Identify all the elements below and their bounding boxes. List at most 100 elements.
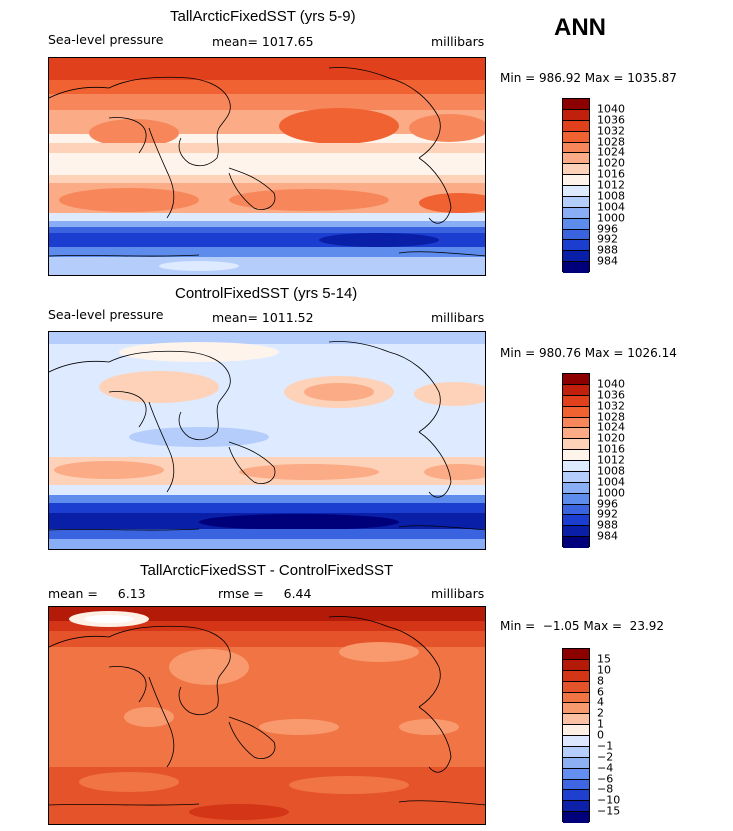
colorbar-tick-label: 1016	[597, 442, 625, 456]
colorbar-swatch	[563, 649, 589, 660]
colorbar-tick-label: 1028	[597, 410, 625, 423]
colorbar-swatch	[563, 757, 589, 769]
colorbar-tick-label: 15	[597, 652, 611, 666]
colorbar-tick-label: 992	[597, 507, 618, 521]
colorbar-swatch	[563, 109, 589, 121]
colorbar-tick-label: 1024	[597, 420, 625, 434]
panel2-units: millibars	[431, 310, 485, 325]
colorbar-tick-label: −15	[597, 804, 621, 818]
colorbar-tick-label: −2	[597, 750, 614, 764]
panel2-mean: mean= 1011.52	[212, 310, 314, 325]
colorbar-swatch	[563, 504, 589, 516]
colorbar-tick-label: 1032	[597, 124, 625, 138]
panel1-title: TallArcticFixedSST (yrs 5-9)	[170, 8, 356, 25]
colorbar-swatch	[563, 207, 589, 219]
colorbar-tick-label: 1016	[597, 167, 625, 181]
colorbar-swatch	[563, 670, 589, 682]
colorbar-swatch	[563, 186, 589, 197]
colorbar-tick-label: 984	[597, 529, 618, 543]
panel2-map-svg	[49, 332, 485, 549]
colorbar-swatch	[563, 384, 589, 396]
colorbar-swatch	[563, 714, 589, 726]
colorbar-tick-label: 1012	[597, 453, 625, 467]
colorbar-tick-label: 1024	[597, 145, 625, 159]
panel1-colorbar	[562, 98, 590, 273]
colorbar-swatch	[563, 703, 589, 715]
colorbar-tick-label: 988	[597, 243, 618, 257]
colorbar-tick-label: 6	[597, 685, 604, 698]
colorbar-swatch	[563, 196, 589, 208]
colorbar-swatch	[563, 175, 589, 186]
colorbar-tick-label: 1	[597, 717, 604, 731]
colorbar-tick-label: −4	[597, 761, 614, 775]
colorbar-swatch	[563, 812, 589, 823]
colorbar-tick-label: 1020	[597, 431, 625, 445]
colorbar-swatch	[563, 218, 589, 230]
colorbar-tick-label: 1040	[597, 102, 625, 116]
colorbar-tick-label: −6	[597, 772, 614, 785]
panel3-map	[48, 606, 486, 825]
colorbar-swatch	[563, 417, 589, 429]
colorbar-tick-label: 1004	[597, 475, 625, 489]
colorbar-tick-label: 1004	[597, 200, 625, 214]
colorbar-tick-label: 1000	[597, 211, 625, 225]
panel1-variable: Sea-level pressure	[48, 32, 164, 47]
colorbar-swatch	[563, 746, 589, 758]
panel2-minmax: Min = 980.76 Max = 1026.14	[500, 346, 677, 360]
colorbar-swatch	[563, 537, 589, 548]
colorbar-tick-label: 1012	[597, 178, 625, 192]
panel1-minmax: Min = 986.92 Max = 1035.87	[500, 71, 677, 85]
colorbar-swatch	[563, 439, 589, 451]
colorbar-swatch	[563, 240, 589, 252]
panel3-map-svg	[49, 607, 485, 824]
colorbar-swatch	[563, 131, 589, 143]
colorbar-tick-label: 1040	[597, 377, 625, 391]
colorbar-swatch	[563, 251, 589, 263]
panel3-rmse: rmse = 6.44	[218, 586, 312, 601]
colorbar-swatch	[563, 482, 589, 494]
colorbar-swatch	[563, 461, 589, 472]
colorbar-tick-label: 1036	[597, 113, 625, 127]
colorbar-tick-label: 8	[597, 674, 604, 688]
colorbar-swatch	[563, 790, 589, 802]
colorbar-swatch	[563, 471, 589, 483]
panel2-map	[48, 331, 486, 550]
colorbar-tick-label: −10	[597, 793, 621, 807]
colorbar-swatch	[563, 142, 589, 154]
colorbar-tick-label: 988	[597, 518, 618, 532]
colorbar-swatch	[563, 395, 589, 407]
colorbar-tick-label: −1	[597, 739, 614, 753]
colorbar-swatch	[563, 736, 589, 747]
colorbar-tick-label: 2	[597, 706, 604, 720]
colorbar-tick-label: 992	[597, 232, 618, 246]
colorbar-swatch	[563, 406, 589, 418]
colorbar-swatch	[563, 801, 589, 813]
colorbar-swatch	[563, 659, 589, 671]
colorbar-tick-label: 996	[597, 222, 618, 235]
panel3-units: millibars	[431, 586, 485, 601]
panel3-mean: mean = 6.13	[48, 586, 146, 601]
colorbar-swatch	[563, 99, 589, 110]
panel3-title: TallArcticFixedSST - ControlFixedSST	[140, 562, 394, 579]
panel1-units: millibars	[431, 34, 485, 49]
panel1-map	[48, 57, 486, 276]
colorbar-swatch	[563, 725, 589, 736]
colorbar-swatch	[563, 164, 589, 176]
colorbar-tick-label: 984	[597, 254, 618, 268]
colorbar-swatch	[563, 779, 589, 791]
colorbar-swatch	[563, 229, 589, 241]
panel2-colorbar	[562, 373, 590, 548]
panel3-minmax: Min = −1.05 Max = 23.92	[500, 619, 665, 633]
colorbar-tick-label: 0	[597, 728, 604, 742]
panel2-variable: Sea-level pressure	[48, 307, 164, 322]
colorbar-tick-label: 1000	[597, 486, 625, 500]
colorbar-swatch	[563, 120, 589, 132]
colorbar-swatch	[563, 681, 589, 693]
season-label: ANN	[554, 14, 606, 41]
colorbar-swatch	[563, 692, 589, 704]
colorbar-swatch	[563, 768, 589, 780]
colorbar-swatch	[563, 374, 589, 385]
colorbar-tick-label: −8	[597, 782, 614, 796]
colorbar-tick-label: 1008	[597, 189, 625, 203]
colorbar-tick-label: 1028	[597, 135, 625, 148]
